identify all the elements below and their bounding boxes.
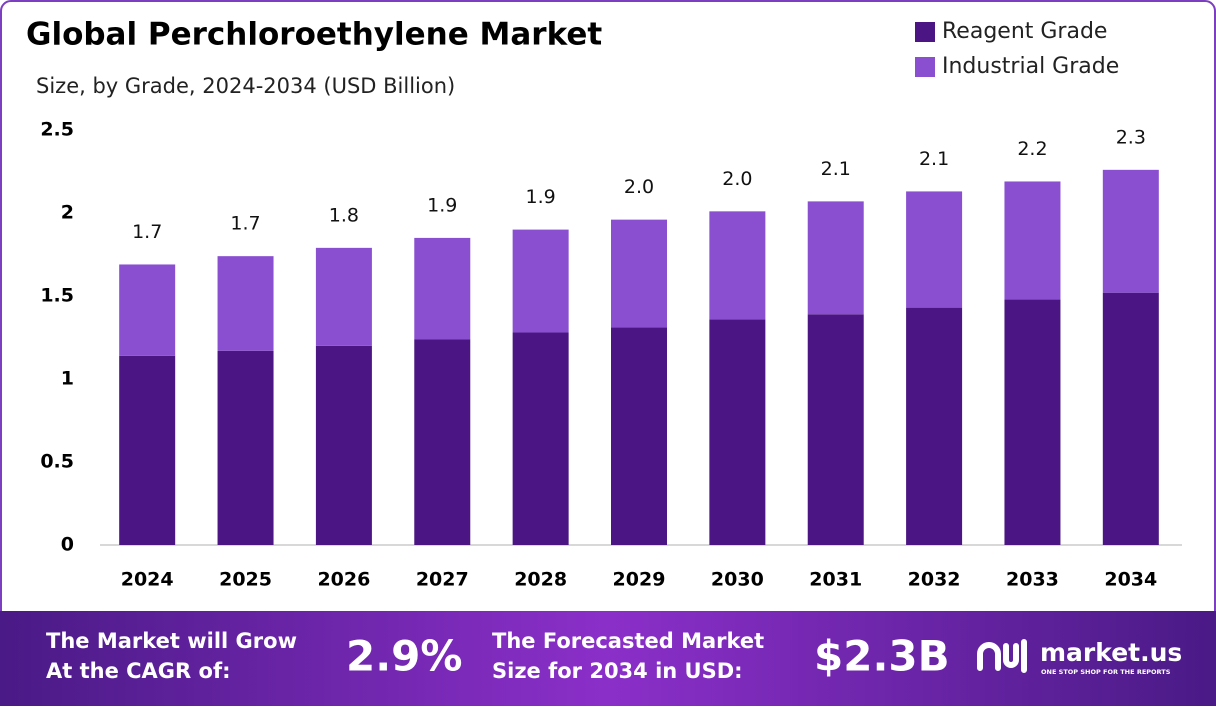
legend-label: Industrial Grade <box>942 54 1119 79</box>
bar-segment <box>906 191 963 308</box>
x-tick-label: 2031 <box>809 569 862 591</box>
legend-label: Reagent Grade <box>942 19 1107 44</box>
bar-segment <box>1004 299 1061 545</box>
total-label: 1.7 <box>230 213 260 235</box>
forecast-text: Size for 2034 in USD: <box>492 659 743 683</box>
x-tick-label: 2026 <box>317 569 370 591</box>
x-tick-label: 2027 <box>416 569 469 591</box>
bar-segment <box>709 319 766 545</box>
bar-segment <box>709 211 766 320</box>
chart-title: Global Perchloroethylene Market <box>26 17 602 53</box>
y-tick-label: 1.5 <box>40 285 74 307</box>
x-tick-label: 2032 <box>908 569 961 591</box>
y-tick-label: 2.5 <box>40 119 74 141</box>
bar-segment <box>414 237 471 340</box>
total-label: 1.7 <box>132 221 162 243</box>
bar-segment <box>119 355 176 545</box>
total-label: 2.0 <box>624 176 654 198</box>
y-tick-label: 2 <box>61 202 74 224</box>
cagr-value: 2.9% <box>346 632 462 681</box>
bar-segment <box>1102 169 1159 293</box>
x-tick-label: 2030 <box>711 569 764 591</box>
x-tick-label: 2029 <box>613 569 666 591</box>
bar-segment <box>611 219 667 328</box>
total-label: 2.1 <box>919 148 949 170</box>
bar-segment <box>512 332 569 545</box>
x-tick-label: 2024 <box>121 569 174 591</box>
bar-segment <box>611 327 667 545</box>
total-label: 1.9 <box>526 186 556 208</box>
brand-tagline: ONE STOP SHOP FOR THE REPORTS <box>1041 668 1171 676</box>
bar-segment <box>807 201 864 315</box>
total-label: 2.1 <box>821 158 851 180</box>
cagr-text: The Market will Grow <box>46 629 297 653</box>
forecast-text: The Forecasted Market <box>492 629 764 653</box>
x-tick-label: 2025 <box>219 569 272 591</box>
bar-segment <box>906 307 963 545</box>
total-label: 1.9 <box>427 194 457 216</box>
total-label: 1.8 <box>329 204 359 226</box>
x-tick-label: 2033 <box>1006 569 1059 591</box>
chart-subtitle: Size, by Grade, 2024-2034 (USD Billion) <box>36 74 455 98</box>
bar-segment <box>807 314 864 545</box>
bar-segment <box>119 264 176 356</box>
bar-segment <box>217 256 274 351</box>
forecast-value: $2.3B <box>814 632 950 681</box>
total-label: 2.0 <box>722 168 752 190</box>
brand-logo <box>977 639 1027 673</box>
total-label: 2.2 <box>1017 138 1047 160</box>
legend-swatch <box>915 57 935 77</box>
x-tick-label: 2034 <box>1104 569 1157 591</box>
total-label: 2.3 <box>1116 126 1146 148</box>
x-tick-label: 2028 <box>514 569 567 591</box>
bar-segment <box>1102 292 1159 545</box>
y-tick-label: 1 <box>61 368 74 390</box>
y-tick-label: 0 <box>61 534 74 556</box>
bar-segment <box>1004 181 1061 300</box>
bar-segment <box>512 229 569 333</box>
y-tick-label: 0.5 <box>40 451 74 473</box>
footer: The Market will Grow At the CAGR of: 2.9… <box>46 629 1182 683</box>
brand: market.us <box>1040 638 1182 667</box>
bar-segment <box>217 350 274 545</box>
bar-segment <box>315 247 372 346</box>
cagr-text: At the CAGR of: <box>46 659 231 683</box>
bar-segment <box>414 339 471 545</box>
legend-swatch <box>915 22 935 42</box>
bar-segment <box>315 345 372 545</box>
